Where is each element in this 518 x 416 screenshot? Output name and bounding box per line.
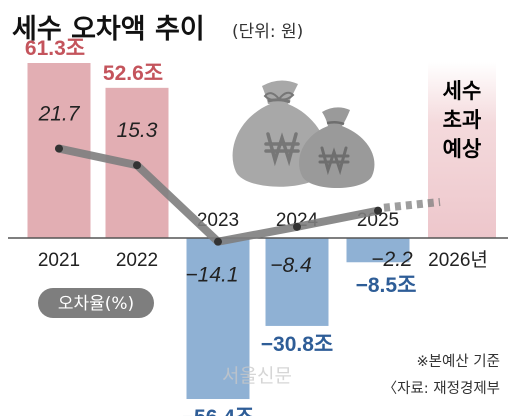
rate-legend-pill [38,288,154,318]
year-label-2021: 2021 [38,250,80,271]
watermark: 서울신문 [222,365,292,387]
year-label-2023: 2023 [197,210,239,231]
rate-marker-2021 [55,144,63,153]
rate-value-2024: −8.4 [270,254,311,277]
year-label-2022: 2022 [116,250,158,271]
rate-value-2023: −14.1 [185,264,238,287]
money-bag-small-icon [299,107,375,188]
rate-marker-2023 [214,237,222,246]
rate-marker-2022 [133,161,141,170]
note-basis: ※본예산 기준 [417,353,500,370]
rate-value-2022: 15.3 [117,119,158,142]
note-source: 〈자료: 재정경제부 [383,380,500,397]
bar-value-2023: −56.4조 [182,406,254,416]
bar-value-2022: 52.6조 [103,62,163,85]
rate-line-group [55,144,441,246]
bar-2025 [346,238,410,263]
bar-value-2021: 61.3조 [25,37,85,60]
unit-label: (단위: 원) [232,22,303,42]
rate-value-labels: 21.7 15.3 −14.1 −8.4 −2.2 [38,103,413,287]
chart-title: 세수 오차액 추이 [12,14,205,45]
rate-projection-dashed [383,198,441,212]
rate-value-2021: 21.7 [38,103,81,126]
projection-label-2: 초과 [443,108,482,132]
bar-value-2025: −8.5조 [356,274,417,297]
bar-value-labels: 61.3조 52.6조 −56.4조 −30.8조 −8.5조 [25,37,416,416]
bar-value-2024: −30.8조 [261,333,333,356]
bar-2024 [265,238,329,326]
rate-legend: 오차율(%) [38,288,154,318]
rate-marker-2024 [293,222,301,231]
rate-value-2025: −2.2 [371,248,413,271]
rate-legend-label: 오차율(%) [58,294,134,314]
projection-label-3: 예상 [443,137,482,161]
bar-group [27,63,410,400]
year-label-2026년: 2026년 [428,249,488,271]
bar-2023 [186,238,250,400]
rate-marker-2025 [374,206,382,215]
projection-label-1: 세수 [443,79,482,103]
projection-box [428,62,496,238]
